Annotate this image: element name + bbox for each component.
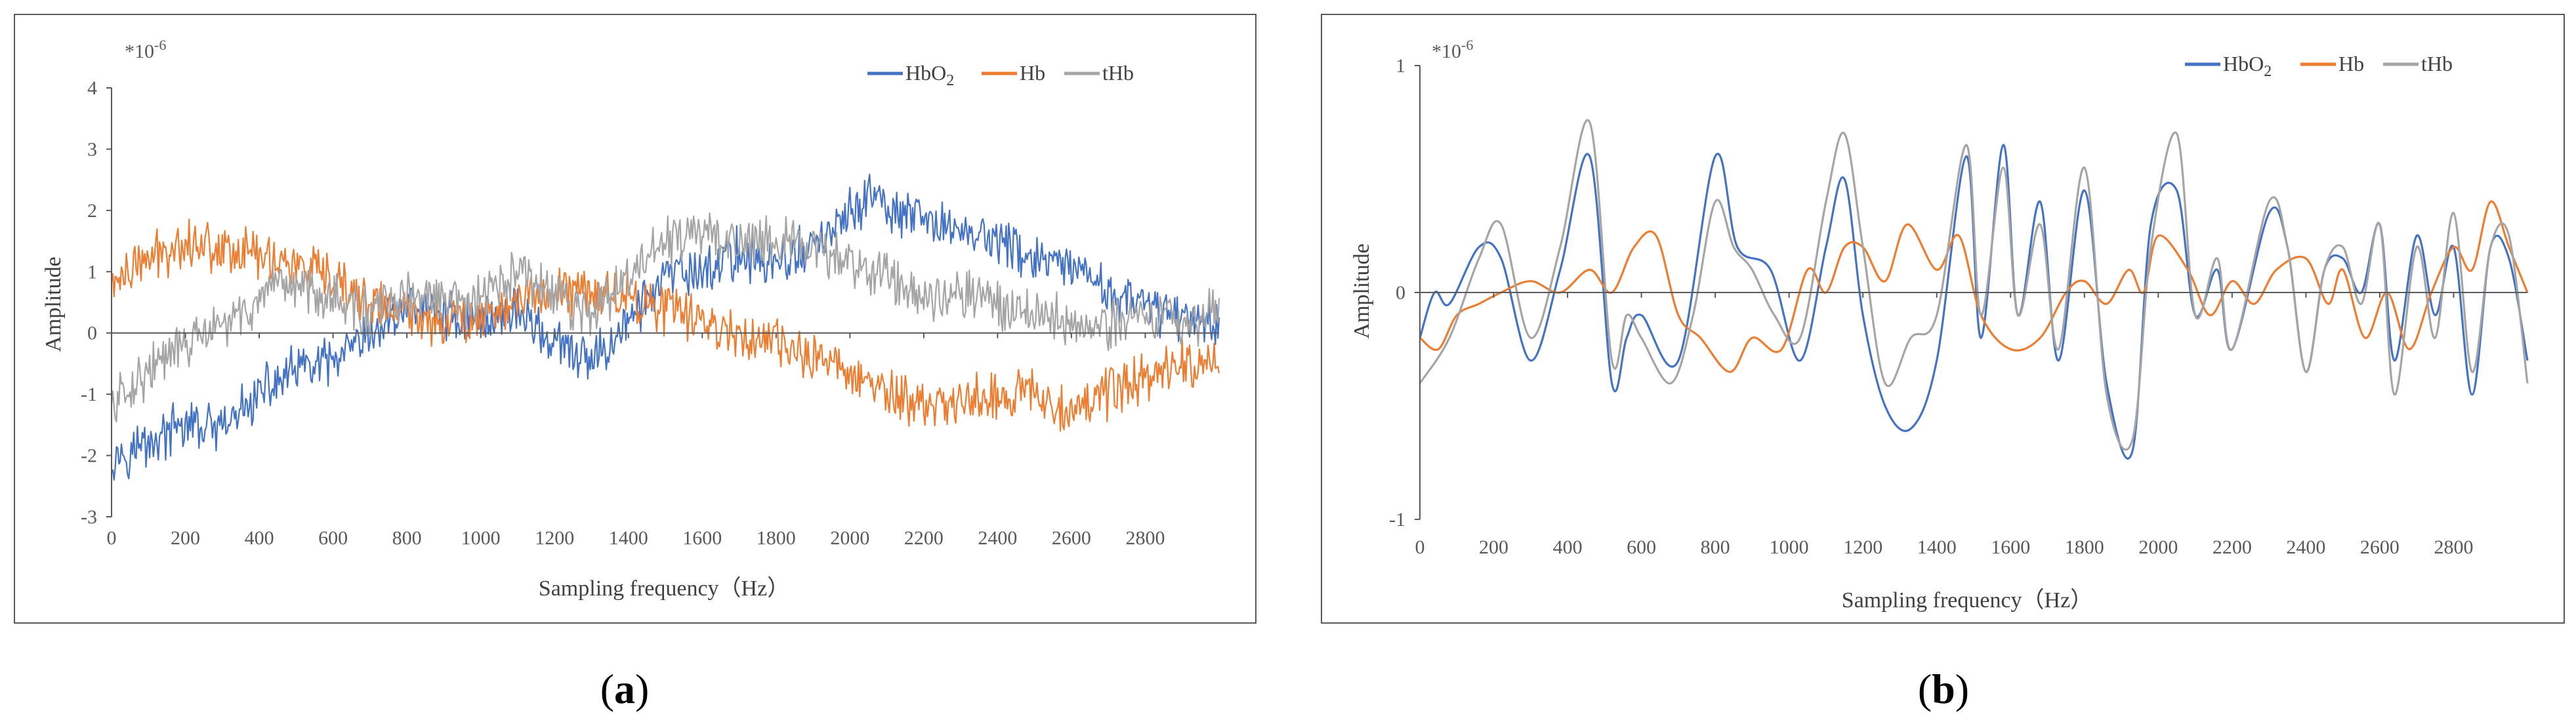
x-tick-label-a: 200 xyxy=(171,527,200,549)
panel-a-scale-note: *10-6 xyxy=(125,37,166,62)
series-b-hb-line xyxy=(1419,200,2529,373)
x-tick-label-a: 1600 xyxy=(682,527,722,549)
x-tick-label-b: 1600 xyxy=(1991,536,2030,558)
panel-b-scale-note: *10-6 xyxy=(1432,37,1473,62)
x-tick-label-b: 1000 xyxy=(1770,536,1809,558)
x-tick-label-b: 2800 xyxy=(2434,536,2473,558)
x-tick-label-b: 2400 xyxy=(2286,536,2325,558)
series-a-thb-line xyxy=(110,212,1220,422)
panel-label-a-open: ( xyxy=(600,666,614,712)
y-tick-label-a: 4 xyxy=(87,77,97,99)
x-tick-label-b: 2600 xyxy=(2360,536,2399,558)
y-tick-label-a: 3 xyxy=(87,138,97,160)
x-tick-label-b: 0 xyxy=(1415,536,1425,558)
x-tick-label-b: 800 xyxy=(1701,536,1730,558)
y-tick-label-b: 0 xyxy=(1396,282,1405,304)
x-tick-label-a: 1200 xyxy=(535,527,574,549)
panel-b-ylabel: Amplitude xyxy=(1350,243,1374,338)
x-tick-label-a: 2000 xyxy=(830,527,869,549)
y-tick-label-b: 1 xyxy=(1396,55,1405,77)
x-tick-label-a: 2800 xyxy=(1125,527,1165,549)
x-tick-label-a: 600 xyxy=(318,527,348,549)
x-tick-label-b: 600 xyxy=(1627,536,1656,558)
x-tick-label-a: 2600 xyxy=(1052,527,1091,549)
legend-b-hbo2-label: HbO2 xyxy=(2223,52,2272,80)
legend-b-thb-label: tHb xyxy=(2421,52,2453,75)
panel-label-a-close: ) xyxy=(635,666,649,712)
chart-a: -3 -2 -1 0 1 2 3 4 0 200 400 600 800 1000 1200 1400 1600… xyxy=(81,77,1220,549)
y-tick-label-a: -2 xyxy=(81,445,97,467)
x-tick-label-a: 1000 xyxy=(461,527,501,549)
panel-a-ylabel: Amplitude xyxy=(41,256,66,352)
legend-a-hb-label: Hb xyxy=(1020,61,1045,85)
panel-label-b-letter: b xyxy=(1932,666,1955,712)
x-tick-label-b: 400 xyxy=(1553,536,1583,558)
legend-b-hbo2-sub: 2 xyxy=(2264,63,2272,80)
legend-a-hbo2-name: HbO xyxy=(905,61,946,85)
panel-a-scale-base: *10 xyxy=(125,41,154,62)
panel-label-a-letter: a xyxy=(614,666,635,712)
panel-label-b-close: ) xyxy=(1955,666,1969,712)
panel-label-b-open: ( xyxy=(1918,666,1932,712)
x-tick-label-b: 2200 xyxy=(2212,536,2252,558)
y-tick-label-a: -3 xyxy=(81,506,97,528)
panel-b-legend: HbO2 Hb tHb xyxy=(2185,52,2453,80)
legend-b-hbo2-name: HbO xyxy=(2223,52,2264,75)
panel-b-scale-base: *10 xyxy=(1432,41,1461,62)
x-tick-label-a: 2200 xyxy=(904,527,944,549)
legend-a-hbo2-sub: 2 xyxy=(946,72,954,89)
panel-a-legend: HbO2 Hb tHb xyxy=(867,61,1134,89)
legend-a-hbo2-label: HbO2 xyxy=(905,61,954,89)
x-tick-label-a: 800 xyxy=(392,527,422,549)
x-tick-label-a: 1400 xyxy=(609,527,648,549)
x-tick-label-b: 200 xyxy=(1479,536,1508,558)
x-tick-label-a: 1800 xyxy=(757,527,796,549)
x-tick-label-b: 2000 xyxy=(2138,536,2178,558)
y-tick-label-b: -1 xyxy=(1389,509,1405,531)
panel-a-scale-exp: -6 xyxy=(154,37,166,53)
svg-text:*10-6: *10-6 xyxy=(125,37,166,62)
panel-label-b: (b) xyxy=(1918,666,1969,712)
x-tick-label-b: 1200 xyxy=(1843,536,1882,558)
panel-label-a: (a) xyxy=(600,666,650,712)
x-tick-label-a: 400 xyxy=(245,527,274,549)
series-b-thb-line xyxy=(1419,119,2529,451)
series-a-hbo2-line xyxy=(111,173,1220,481)
y-tick-label-a: -1 xyxy=(81,384,97,405)
panel-b-scale-exp: -6 xyxy=(1461,37,1473,53)
x-tick-label-b: 1800 xyxy=(2065,536,2104,558)
y-tick-label-a: 1 xyxy=(87,261,97,283)
legend-a-thb-label: tHb xyxy=(1102,61,1134,85)
x-tick-label-b: 1400 xyxy=(1917,536,1957,558)
svg-text:*10-6: *10-6 xyxy=(1432,37,1473,62)
x-tick-label-a: 0 xyxy=(107,527,117,549)
y-tick-label-a: 2 xyxy=(87,200,97,222)
x-tick-label-a: 2400 xyxy=(978,527,1017,549)
panel-a-xlabel: Sampling frequency（Hz） xyxy=(539,576,789,601)
panel-b-xlabel: Sampling frequency（Hz） xyxy=(1842,588,2092,613)
legend-b-hb-label: Hb xyxy=(2338,52,2364,75)
y-tick-label-a: 0 xyxy=(87,323,97,344)
chart-b: -1 0 1 0 200 400 600 800 1000 1200 1400 1600 1800 200… xyxy=(1389,55,2529,558)
